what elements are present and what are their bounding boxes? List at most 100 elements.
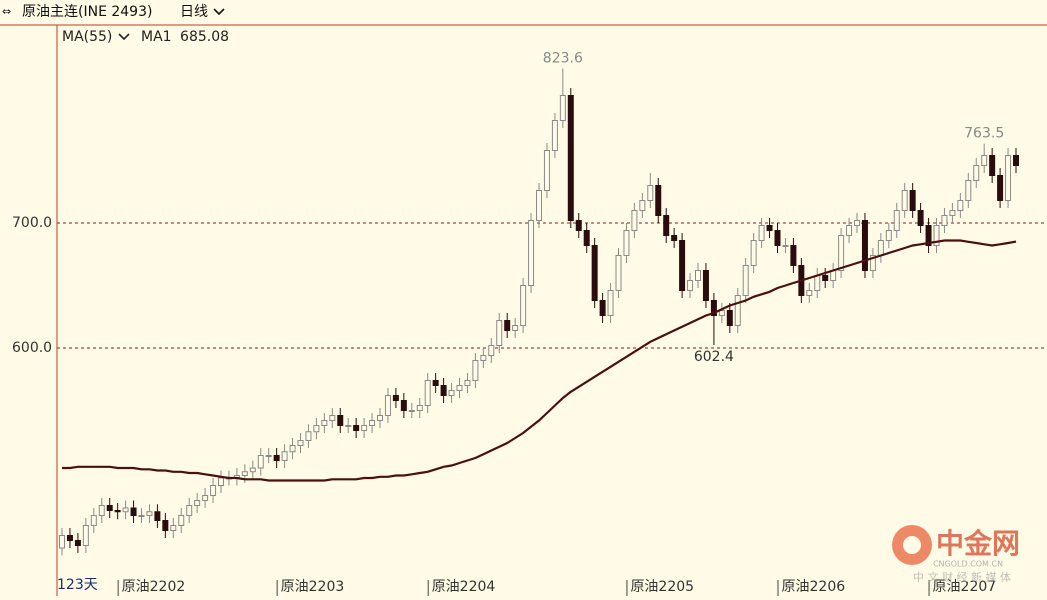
candle-body: [671, 235, 678, 241]
x-tick-label: 原油2206: [782, 579, 846, 595]
candle-body: [281, 451, 288, 461]
x-tick-label: 原油2204: [432, 579, 496, 595]
candle-body: [623, 230, 630, 256]
candle-body: [957, 200, 964, 211]
candle-body: [384, 395, 391, 416]
candle-body: [846, 225, 853, 236]
candle-body: [194, 500, 201, 506]
candle-body: [202, 495, 209, 501]
candle-body: [575, 220, 582, 231]
candle-body: [551, 120, 558, 151]
watermark-brand: 中金网: [936, 527, 1020, 560]
candle-body: [82, 525, 89, 546]
candle-body: [59, 535, 65, 549]
candle-body: [599, 300, 606, 316]
candle-body: [305, 431, 312, 441]
period-chevron[interactable]: [213, 8, 225, 16]
candle-body: [432, 380, 439, 386]
candle-body: [528, 220, 535, 286]
candle-body: [639, 200, 646, 211]
candle-body: [146, 511, 153, 516]
candle-body: [583, 230, 590, 246]
candle-body: [702, 270, 709, 301]
candle-body: [337, 415, 344, 426]
candle-body: [210, 485, 217, 496]
candle-body: [806, 290, 813, 296]
candle-body: [154, 511, 161, 521]
candle-body: [400, 400, 407, 411]
candle-body: [448, 390, 455, 396]
candle-body: [456, 385, 463, 391]
extreme-label: 823.6: [543, 51, 583, 67]
candle-body: [734, 295, 741, 326]
candle-body: [488, 345, 495, 356]
candle-body: [655, 185, 662, 216]
indicator[interactable]: MA(55): [62, 29, 112, 45]
candle-body: [687, 280, 694, 291]
candle-body: [790, 245, 797, 266]
candle-body: [297, 440, 304, 446]
extreme-label: 763.5: [964, 126, 1004, 142]
candle-body: [265, 455, 272, 457]
candle-body: [710, 300, 717, 316]
period[interactable]: 日线: [180, 4, 208, 20]
candle-body: [416, 405, 423, 411]
x-tick-label: 原油2202: [122, 579, 186, 595]
candle-body: [567, 95, 574, 221]
candle-body: [472, 360, 479, 381]
candle-body: [965, 180, 972, 201]
candle-body: [933, 225, 940, 246]
candle-body: [313, 425, 320, 433]
candle-body: [838, 235, 845, 271]
candle-body: [122, 507, 129, 513]
candle-body: [925, 225, 932, 246]
watermark-logo-inner: [903, 536, 921, 554]
watermark-site: CNGOLD.COM.CN: [933, 560, 1003, 569]
candle-body: [766, 225, 773, 231]
candle-body: [257, 455, 264, 469]
candle-body: [543, 150, 550, 191]
candle-body: [329, 415, 336, 421]
candle-body: [512, 325, 519, 331]
candle-body: [997, 175, 1004, 201]
indicator-chevron[interactable]: [118, 33, 130, 41]
candle-body: [973, 165, 980, 181]
candle-body: [74, 540, 81, 546]
candle-body: [186, 505, 193, 516]
x-tick-label: 原油2207: [933, 579, 997, 595]
candle-body: [679, 240, 686, 291]
candle-body: [377, 415, 383, 421]
candle-body: [909, 190, 916, 211]
candle-body: [138, 515, 145, 517]
candle-body: [989, 155, 996, 176]
candle-body: [1013, 155, 1019, 166]
candle-body: [822, 275, 829, 281]
candle-body: [941, 215, 948, 226]
ma-value: 685.08: [180, 29, 229, 45]
candle-body: [440, 385, 447, 396]
candle-body: [885, 230, 892, 241]
candle-body: [981, 155, 988, 166]
x-tick-label: 原油2203: [281, 579, 345, 595]
candle-body: [408, 410, 415, 412]
candle-body: [480, 355, 487, 361]
extreme-label: 602.4: [694, 349, 734, 365]
candle-body: [353, 425, 360, 431]
candle-body: [615, 255, 622, 291]
x-axis-label: 123天: [57, 577, 98, 593]
header: ⇔ 原油主连(INE 2493) 日线 MA(55) MA1 685.08: [2, 4, 229, 45]
candle-body: [241, 471, 248, 476]
candle-body: [106, 505, 113, 511]
watermark-slogan: 中 文 财 经 新 媒 体: [913, 570, 1011, 584]
candle-body: [178, 515, 185, 526]
candle-body: [647, 185, 654, 201]
candle-body: [663, 215, 670, 236]
candle-body: [249, 467, 256, 473]
ma-legend: MA1 685.08: [141, 29, 229, 45]
candle-body: [114, 510, 121, 513]
candle-body: [536, 190, 542, 221]
candle-body: [607, 290, 614, 316]
switch-icon[interactable]: ⇔: [2, 5, 11, 18]
ma-name: MA1: [141, 29, 172, 45]
candle-body: [170, 525, 177, 531]
